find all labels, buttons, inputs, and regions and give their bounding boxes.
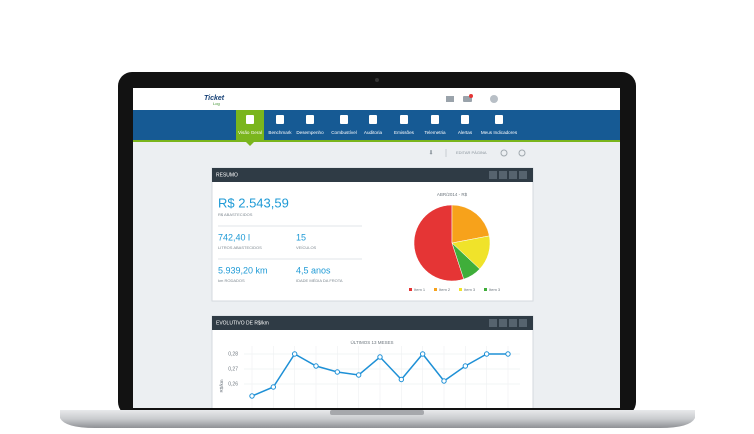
nav-item[interactable]: Benchmark	[268, 130, 292, 135]
panel-header	[212, 168, 533, 182]
nav-item[interactable]: Combustível	[331, 130, 357, 135]
stat-value: 5.939,20 km	[218, 265, 268, 275]
nav-item[interactable]: Auditoria	[364, 130, 383, 135]
nav-active	[236, 110, 264, 140]
message-icon[interactable]	[446, 96, 454, 102]
pie-slice	[451, 204, 490, 244]
panel-button[interactable]	[489, 171, 497, 179]
nav-icon[interactable]	[276, 115, 284, 124]
nav-item[interactable]: Visão Geral	[238, 130, 262, 135]
panel-button[interactable]	[509, 319, 517, 327]
nav-item[interactable]: Telemetria	[424, 130, 446, 135]
nav-bar	[133, 110, 620, 140]
nav-icon[interactable]	[461, 115, 469, 124]
user-avatar[interactable]	[490, 95, 498, 103]
line-point	[334, 369, 341, 375]
line-point	[291, 351, 298, 357]
nav-item[interactable]: Desempenho	[296, 130, 324, 135]
nav-icon[interactable]	[340, 115, 348, 124]
line-point	[377, 354, 383, 360]
download-icon[interactable]: ⬇	[428, 150, 433, 157]
y-tick-label: 0,27	[228, 366, 238, 372]
camera	[375, 78, 379, 82]
y-tick-label: 0,28	[228, 351, 238, 357]
pie-slice	[451, 242, 481, 280]
chart-title: ÚLTIMOS 13 MESES	[351, 339, 394, 345]
line-point	[355, 372, 362, 378]
nav-underline	[133, 140, 620, 142]
legend-swatch	[409, 288, 412, 291]
panel-button[interactable]	[489, 319, 497, 327]
y-tick-label: 0,26	[228, 381, 238, 387]
legend-swatch	[484, 288, 487, 291]
stat-label: R$ ABASTECIDOS	[218, 212, 253, 217]
edit-page-button[interactable]: EDITAR PÁGINA	[456, 150, 487, 155]
legend-label: Item 2	[439, 287, 451, 292]
chart-title: ABR/2014 - R$	[437, 192, 468, 197]
laptop-base	[60, 410, 695, 428]
nav-item[interactable]: Emissões	[394, 130, 415, 135]
panel-title: EVOLUTIVO DE R$/km	[216, 320, 269, 326]
nav-icon[interactable]	[246, 115, 254, 124]
nav-active-pointer	[246, 142, 254, 146]
help-icon[interactable]	[518, 149, 526, 157]
nav-icon[interactable]	[431, 115, 439, 124]
line-point	[462, 363, 469, 369]
nav-icon[interactable]	[400, 115, 408, 124]
notification-badge	[469, 94, 473, 98]
stat-label: VEÍCULOS	[296, 245, 317, 250]
nav-icon[interactable]	[369, 115, 377, 124]
stat-value: 4,5 anos	[296, 265, 331, 275]
legend-swatch	[459, 288, 462, 291]
settings-icon[interactable]	[500, 149, 508, 157]
line-point	[313, 363, 319, 369]
legend-label: Item 1	[414, 287, 426, 292]
y-axis-label: R$/km	[219, 379, 224, 392]
legend-swatch	[434, 288, 437, 291]
panel-title: RESUMO	[216, 172, 238, 178]
nav-item[interactable]: Meus Indicadores	[481, 130, 518, 135]
line-point	[249, 393, 255, 399]
nav-icon[interactable]	[495, 115, 503, 124]
stat-value: 742,40 l	[218, 232, 250, 242]
panel-header	[212, 316, 533, 330]
panel-button[interactable]	[499, 319, 507, 327]
panel-button[interactable]	[519, 319, 527, 327]
top-header	[133, 88, 620, 110]
base-notch	[330, 410, 424, 415]
stat-value: 15	[296, 232, 306, 242]
logo: Ticket	[204, 95, 225, 102]
logo-sub: Log	[213, 101, 220, 106]
line-point	[270, 384, 277, 390]
stat-value: R$ 2.543,59	[218, 195, 289, 210]
panel-button[interactable]	[519, 171, 527, 179]
line-point	[483, 351, 490, 357]
stat-label: IDADE MÉDIA DA FROTA	[296, 278, 343, 283]
pie-slice	[413, 204, 465, 282]
stat-label: km RODADOS	[218, 278, 245, 283]
nav-item[interactable]: Alertas	[458, 130, 473, 135]
legend-label: Item 3	[464, 287, 476, 292]
evolution-panel	[211, 315, 534, 408]
nav-icon[interactable]	[306, 115, 314, 124]
stat-label: LITROS ABASTECIDOS	[218, 245, 262, 250]
line-point	[441, 378, 447, 384]
line-point	[505, 351, 511, 357]
panel-button[interactable]	[499, 171, 507, 179]
legend-label: Item 3	[489, 287, 501, 292]
line-point	[419, 351, 426, 357]
line-point	[398, 376, 405, 383]
panel-button[interactable]	[509, 171, 517, 179]
screen: Ticket Log Visão Geral Benchmark Desempenh…	[133, 88, 620, 408]
